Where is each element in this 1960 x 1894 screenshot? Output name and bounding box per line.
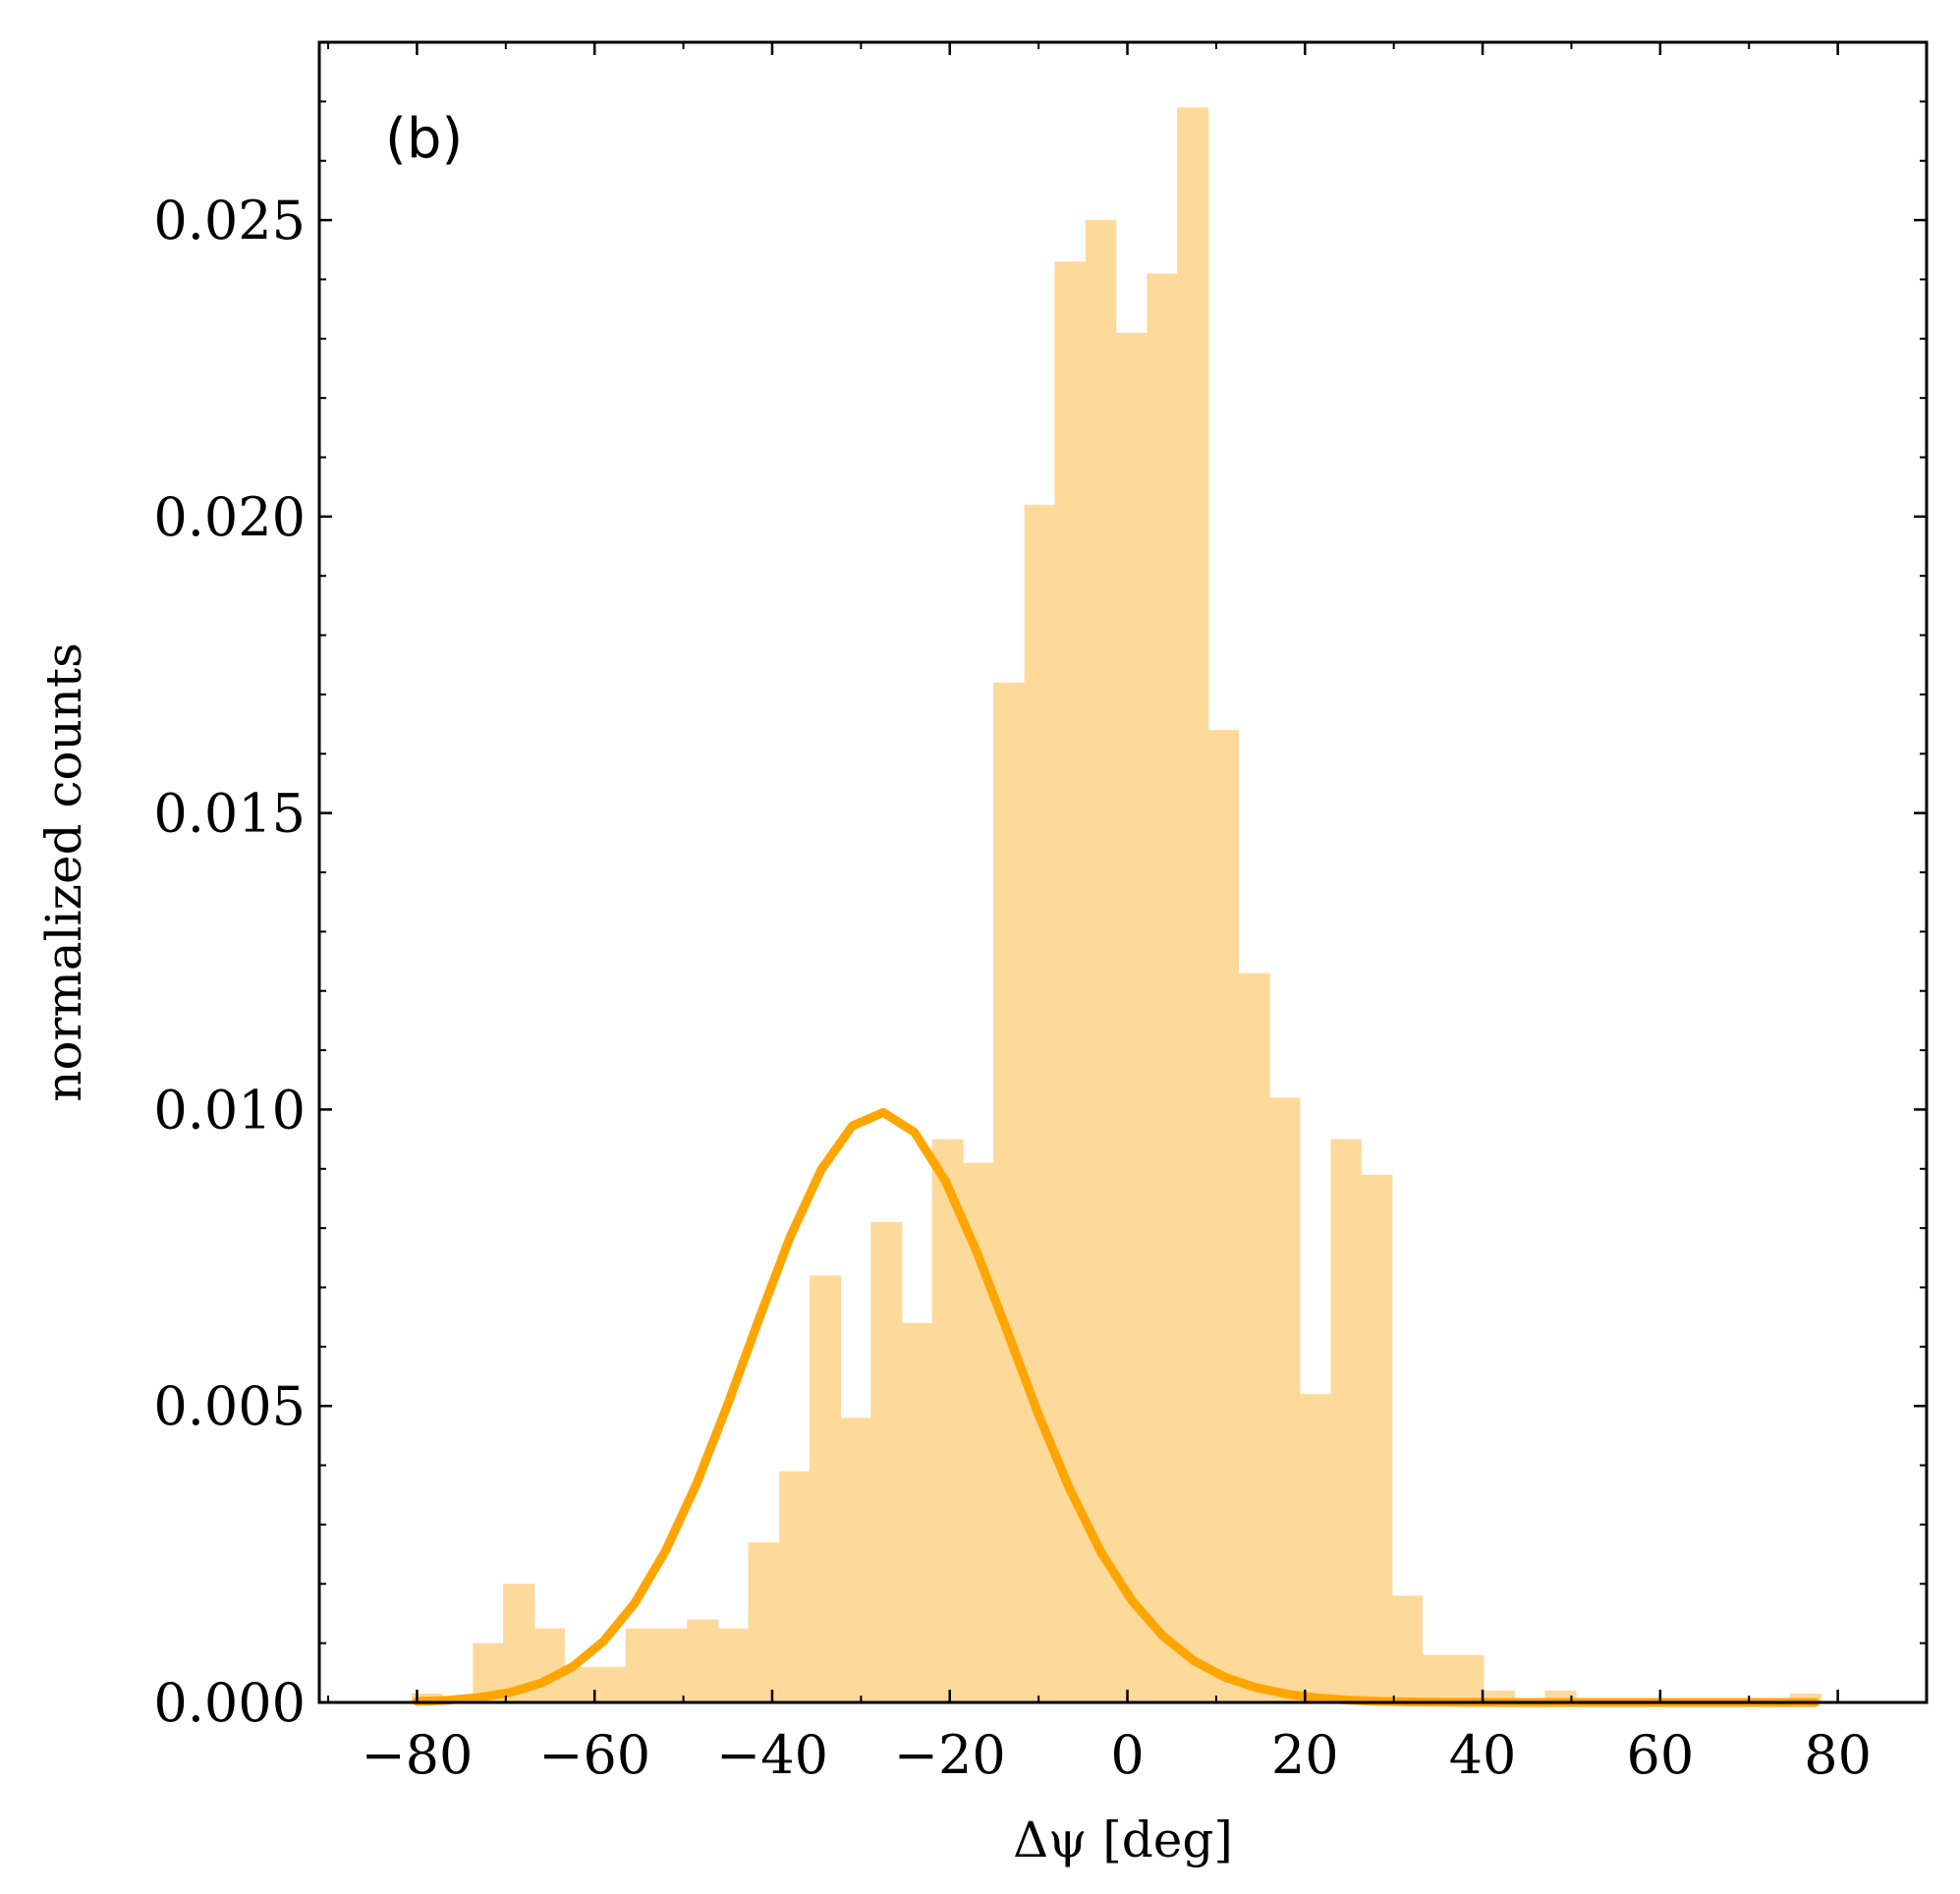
histogram-bar (1115, 332, 1148, 1702)
histogram-bar (1391, 1595, 1424, 1702)
histogram-bar (656, 1628, 688, 1702)
histogram-bar (1147, 273, 1178, 1703)
x-tick-label: −20 (894, 1724, 1006, 1786)
histogram-bar (1086, 220, 1117, 1703)
y-tick-label: 0.000 (153, 1672, 306, 1734)
y-tick-label: 0.020 (153, 486, 306, 548)
y-axis-label: normalized counts (35, 642, 92, 1102)
y-tick-labels: 0.000 0.005 0.010 0.015 0.020 0.025 (153, 190, 306, 1734)
histogram-bar (1453, 1654, 1484, 1702)
histogram-bar (993, 682, 1026, 1702)
x-tick-label: 40 (1449, 1724, 1517, 1786)
x-tick-label: 0 (1110, 1724, 1144, 1786)
histogram-bar (870, 1222, 903, 1702)
histogram-bar (1361, 1174, 1393, 1702)
histogram-bar (1299, 1394, 1332, 1702)
histogram-bar (901, 1322, 933, 1702)
x-tick-label: −80 (361, 1724, 473, 1786)
histogram-bar (1177, 107, 1209, 1703)
x-tick-label: 80 (1804, 1724, 1872, 1786)
histogram-bar (625, 1628, 657, 1702)
plot-frame (317, 40, 1929, 1704)
y-tick-label: 0.005 (153, 1375, 306, 1437)
histogram-bar (595, 1666, 627, 1702)
histogram-bar (1238, 973, 1270, 1702)
x-axis-label: Δψ [deg] (1013, 1811, 1233, 1868)
x-tick-label: −40 (716, 1724, 828, 1786)
histogram-bar (840, 1418, 871, 1702)
histogram-bar (1207, 730, 1240, 1702)
y-tick-label: 0.025 (153, 190, 306, 251)
x-tick-label: −60 (538, 1724, 650, 1786)
y-tick-label: 0.015 (153, 783, 306, 845)
histogram-bar (748, 1542, 780, 1702)
histogram-bar (687, 1619, 719, 1702)
histogram-bar (1422, 1654, 1454, 1702)
panel-label: (b) (385, 107, 463, 171)
histogram-bar (809, 1275, 842, 1702)
histogram-bar (963, 1162, 994, 1702)
histogram-bar (1789, 1693, 1821, 1702)
x-tick-label: 20 (1271, 1724, 1339, 1786)
histogram-bar (931, 1139, 964, 1702)
histogram-bar (1024, 504, 1055, 1703)
histogram-bar (1330, 1139, 1362, 1702)
histogram-bars (412, 107, 1821, 1703)
histogram-bar (1269, 1097, 1301, 1702)
x-tick-labels: −80 −60 −40 −20 0 20 40 60 80 (361, 1724, 1872, 1786)
y-tick-label: 0.010 (153, 1079, 306, 1141)
x-tick-label: 60 (1626, 1724, 1694, 1786)
histogram-bar (533, 1628, 565, 1702)
histogram-bar (717, 1628, 750, 1702)
histogram-bar (779, 1471, 811, 1702)
